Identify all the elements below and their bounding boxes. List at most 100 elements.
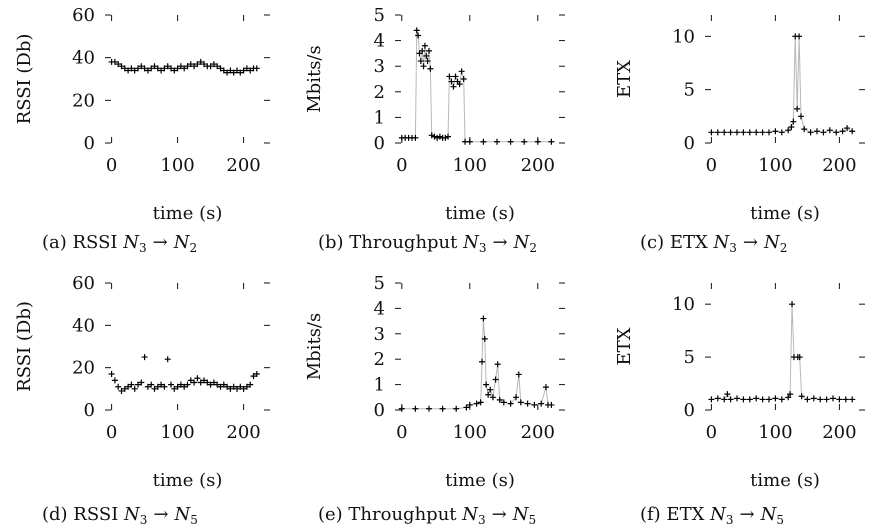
data-point xyxy=(224,69,231,76)
data-point xyxy=(424,58,431,65)
data-point xyxy=(538,400,545,407)
data-point xyxy=(118,63,125,70)
data-point xyxy=(243,383,250,390)
caption-d-arrow: → xyxy=(153,504,168,525)
svg-text:(d) RSSI N3→N5: (d) RSSI N3 → N5 xyxy=(42,504,198,527)
caption-f-to: N xyxy=(760,504,778,525)
caption-c: (c) ETX N3 → N2 xyxy=(640,232,787,255)
data-point xyxy=(141,354,148,361)
data-point xyxy=(174,383,181,390)
data-point xyxy=(548,401,555,408)
data-point xyxy=(187,377,194,384)
x-tick-label: 0 xyxy=(706,155,717,176)
data-point xyxy=(727,396,734,403)
y-tick-label: 0 xyxy=(684,133,695,154)
y-tick-label: 5 xyxy=(374,5,385,26)
data-point xyxy=(135,65,141,72)
data-point xyxy=(708,129,715,136)
data-point xyxy=(135,381,141,388)
data-point xyxy=(830,395,836,402)
data-point xyxy=(453,405,460,412)
data-point xyxy=(253,371,260,378)
data-point xyxy=(714,395,721,402)
data-point xyxy=(548,138,555,145)
caption-f-from-sub: 3 xyxy=(726,513,734,527)
data-point xyxy=(842,396,849,403)
caption-d: (d) RSSI N3 → N5 xyxy=(42,504,198,527)
data-point xyxy=(500,399,507,406)
data-point xyxy=(466,138,473,145)
caption-a-to-sub: 2 xyxy=(189,241,197,255)
x-tick-label: 100 xyxy=(453,155,487,176)
data-point xyxy=(421,42,428,49)
data-point xyxy=(452,73,459,80)
data-point xyxy=(131,385,138,392)
data-point xyxy=(487,386,494,393)
data-point xyxy=(204,379,211,386)
data-point xyxy=(420,63,427,70)
caption-f-from: N xyxy=(709,504,727,525)
data-point xyxy=(144,383,151,390)
data-point xyxy=(445,133,452,140)
data-point xyxy=(210,61,217,68)
data-point xyxy=(446,73,453,80)
data-point xyxy=(753,395,760,402)
data-point xyxy=(115,383,122,390)
data-point xyxy=(131,67,138,74)
data-point xyxy=(158,381,165,388)
x-tick-label: 0 xyxy=(106,155,117,176)
series-line xyxy=(711,36,853,133)
data-point xyxy=(796,33,803,40)
data-point xyxy=(746,396,753,403)
plot-throughput-n3-n2: 0 1 2 3 4 5 0 100 200 time (s) Mbits/s xyxy=(304,5,565,224)
data-point xyxy=(448,78,455,85)
data-point xyxy=(217,383,224,390)
data-point xyxy=(247,67,254,74)
data-point xyxy=(531,401,538,408)
data-point xyxy=(171,385,178,392)
data-point xyxy=(480,315,487,322)
data-point xyxy=(220,381,227,388)
y-tick-label: 3 xyxy=(374,324,385,345)
data-point xyxy=(817,396,824,403)
data-point xyxy=(485,391,492,398)
x-tick-label: 200 xyxy=(226,422,260,443)
x-tick-label: 100 xyxy=(758,155,792,176)
data-point xyxy=(197,58,204,65)
caption-b-arrow: → xyxy=(493,232,508,253)
data-point xyxy=(542,384,549,391)
data-point xyxy=(849,128,856,135)
data-point xyxy=(118,387,125,394)
data-point xyxy=(177,381,184,388)
x-tick-label: 0 xyxy=(396,422,407,443)
data-point xyxy=(181,383,188,390)
data-point xyxy=(243,65,250,72)
caption-f: (f) ETX N3 → N5 xyxy=(640,504,784,527)
data-point xyxy=(787,391,794,398)
data-point xyxy=(184,381,191,388)
data-point xyxy=(177,63,184,70)
data-point xyxy=(460,76,467,82)
x-tick-label: 0 xyxy=(396,155,407,176)
data-point xyxy=(108,371,115,378)
data-point xyxy=(210,379,217,386)
data-point xyxy=(148,65,155,72)
x-axis-label: time (s) xyxy=(445,470,515,491)
caption-e-prefix: (e) Throughput xyxy=(318,504,462,525)
y-tick-label: 0 xyxy=(84,400,95,421)
y-tick-label: 0 xyxy=(374,133,385,154)
y-axis-label: ETX xyxy=(614,327,635,365)
data-point xyxy=(227,385,234,392)
caption-a: (a) RSSI N3 → N2 xyxy=(42,232,197,255)
data-point xyxy=(207,381,214,388)
data-point xyxy=(450,83,457,90)
plot-throughput-n3-n5: 0 1 2 3 4 5 0 100 200 time (s) Mbits/s xyxy=(304,273,565,491)
data-point xyxy=(214,381,221,388)
data-point xyxy=(456,81,463,88)
data-point xyxy=(759,396,766,403)
data-point xyxy=(111,58,118,65)
x-tick-label: 0 xyxy=(106,422,117,443)
caption-f-to-sub: 5 xyxy=(776,513,784,527)
y-axis-label: ETX xyxy=(614,60,635,98)
caption-e-arrow: → xyxy=(492,504,507,525)
